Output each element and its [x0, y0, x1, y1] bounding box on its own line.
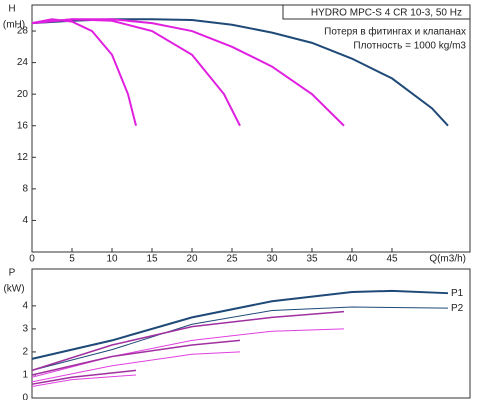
- note: Плотность = 1000 kg/m3: [353, 41, 466, 52]
- curve: [31, 374, 137, 387]
- x-tick-label: 35: [306, 254, 318, 265]
- y-axis-unit: (mH): [3, 20, 25, 31]
- x-tick-label: 25: [226, 254, 238, 265]
- legend-label: P1: [451, 288, 464, 299]
- x-tick-label: 15: [146, 254, 158, 265]
- title-box: [282, 4, 471, 20]
- y-axis-label: H: [8, 4, 15, 15]
- y-tick-label: 0: [22, 393, 28, 400]
- curve: [31, 351, 241, 383]
- chart-title: HYDRO MPC-S 4 CR 10-3, 50 Hz: [311, 8, 462, 19]
- curve: [31, 18, 137, 126]
- y-tick-label: 28: [17, 26, 29, 37]
- x-tick-label: 5: [69, 254, 75, 265]
- x-axis-label: Q(m3/h): [429, 254, 466, 265]
- plot-frame: [31, 4, 471, 253]
- curve: [31, 328, 345, 378]
- y-tick-label: 12: [17, 152, 29, 163]
- plot-frame: [31, 268, 471, 399]
- y-tick-label: 24: [17, 57, 29, 68]
- y-tick-label: 1: [22, 370, 28, 381]
- x-tick-label: 0: [29, 254, 35, 265]
- legend-label: P2: [451, 303, 464, 314]
- curve: [31, 339, 241, 376]
- y-tick-label: 4: [22, 215, 28, 226]
- curve: [31, 18, 345, 127]
- curve: [31, 289, 449, 360]
- x-tick-label: 40: [346, 254, 358, 265]
- x-tick-label: 45: [386, 254, 398, 265]
- y-tick-label: 8: [22, 184, 28, 195]
- note: Потеря в фитингах и клапанах: [324, 26, 466, 38]
- y-tick-label: 2: [22, 347, 28, 358]
- y-tick-label: 16: [17, 120, 29, 131]
- y-tick-label: 3: [22, 324, 28, 335]
- x-tick-label: 30: [266, 254, 278, 265]
- x-tick-label: 20: [186, 254, 198, 265]
- curve: [31, 369, 137, 385]
- curve: [31, 310, 345, 372]
- y-axis-label: P: [9, 268, 16, 279]
- y-tick-label: 4: [22, 300, 28, 311]
- y-axis-unit: (kW): [3, 284, 24, 295]
- curve: [31, 306, 449, 371]
- curve: [31, 18, 241, 127]
- x-tick-label: 10: [106, 254, 118, 265]
- y-tick-label: 20: [17, 89, 29, 100]
